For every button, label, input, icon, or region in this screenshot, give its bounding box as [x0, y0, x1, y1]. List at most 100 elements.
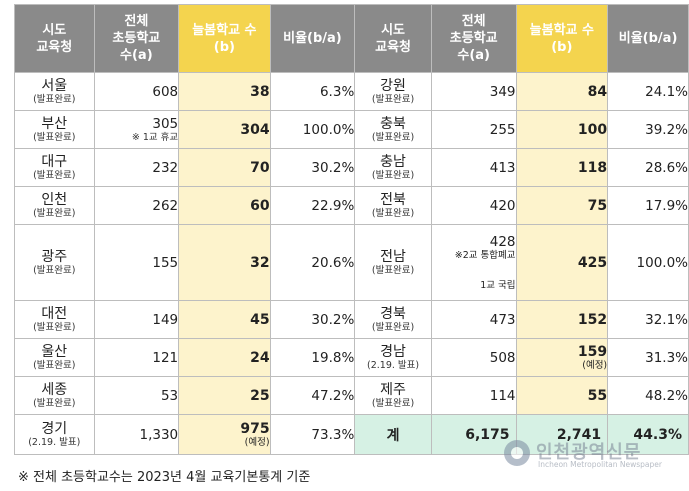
ratio-cell: 19.8%: [269, 338, 356, 377]
table-row: 서울 (발표완료) 608 38 6.3% 강원 (발표완료) 349 84 24.…: [14, 72, 689, 111]
region-cell: 충북 (발표완료): [354, 110, 432, 149]
ratio-cell: 47.2%: [269, 376, 356, 415]
ratio-cell: 6.3%: [269, 72, 356, 111]
header-text: 늘봄학교 수 (b): [529, 22, 594, 55]
region-cell: 전남 (발표완료): [354, 224, 432, 301]
table-row: 울산 (발표완료) 121 24 19.8% 경남 (2.19. 발표) 508 1…: [14, 338, 689, 377]
table-row: 부산 (발표완료) 305 ※ 1교 휴교 304 100.0% 충북 (발표완료) …: [14, 110, 689, 149]
neulbom-cell: 425: [515, 224, 609, 301]
region-cell: 경남 (2.19. 발표): [354, 338, 432, 377]
region-cell: 대구 (발표완료): [14, 148, 95, 187]
total-cell: 53: [93, 376, 180, 415]
header-text: 비율(b/a): [283, 31, 342, 46]
header-ratio: 비율(b/a): [269, 4, 356, 73]
neulbom-cell: 152: [515, 300, 609, 339]
region-name: 경북: [380, 305, 406, 322]
total-ratio-cell: 44.3%: [607, 414, 689, 455]
neulbom-cell: 75: [515, 186, 609, 225]
region-status: (발표완료): [371, 131, 415, 143]
region-status: (2.19. 발표): [367, 359, 420, 371]
footnote: ※ 전체 초등학교수는 2023년 4월 교육기본통계 기준: [18, 470, 311, 485]
total-neulbom-cell: 2,741: [515, 414, 609, 455]
total-cell: 608: [93, 72, 180, 111]
region-cell: 강원 (발표완료): [354, 72, 432, 111]
region-status: (발표완료): [371, 397, 415, 409]
total-cell: 149: [93, 300, 180, 339]
region-status: (발표완료): [33, 321, 76, 333]
header-total: 전체 초등학교 수(a): [430, 4, 517, 73]
header-total: 전체 초등학교 수(a): [93, 4, 180, 73]
table-row: 대구 (발표완료) 232 70 30.2% 충남 (발표완료) 413 118 2…: [14, 148, 689, 187]
region-status: (2.19. 발표): [28, 436, 81, 448]
total-cell: 428 ※2교 통합폐교 1교 국립: [430, 224, 517, 301]
region-name: 전남: [380, 248, 406, 265]
region-status: (발표완료): [33, 169, 76, 181]
ratio-cell: 30.2%: [269, 300, 356, 339]
region-cell: 울산 (발표완료): [14, 338, 95, 377]
region-cell: 제주 (발표완료): [354, 376, 432, 415]
total-cell: 255: [430, 110, 517, 149]
region-name: 경남: [380, 343, 406, 360]
header-row: 시도 교육청 전체 초등학교 수(a) 늘봄학교 수 (b) 비율(b/a) 시…: [14, 4, 689, 73]
region-name: 제주: [380, 381, 406, 398]
ratio-cell: 24.1%: [607, 72, 689, 111]
total-value: 428: [489, 233, 516, 250]
newspaper-watermark: 인천광역신문 Incheon Metropolitan Newspaper: [500, 438, 684, 472]
region-status: (발표완료): [33, 93, 76, 105]
region-cell: 부산 (발표완료): [14, 110, 95, 149]
region-status: (발표완료): [33, 207, 76, 219]
neulbom-cell: 24: [178, 338, 271, 377]
total-schools-cell: 6,175: [430, 414, 517, 455]
total-cell: 114: [430, 376, 517, 415]
region-name: 광주: [41, 248, 68, 265]
total-cell: 232: [93, 148, 180, 187]
total-cell: 1,330: [93, 414, 180, 455]
neulbom-cell: 975 (예정): [178, 414, 271, 455]
ratio-cell: 32.1%: [607, 300, 689, 339]
neulbom-note: (예정): [244, 436, 270, 448]
region-name: 충남: [380, 153, 406, 170]
table-row: 대전 (발표완료) 149 45 30.2% 경북 (발표완료) 473 152 3…: [14, 300, 689, 339]
header-ratio: 비율(b/a): [607, 4, 689, 73]
neulbom-cell: 159 (예정): [515, 338, 609, 377]
region-status: (발표완료): [33, 397, 76, 409]
region-name: 대구: [41, 153, 68, 170]
ratio-cell: 31.3%: [607, 338, 689, 377]
region-cell: 전북 (발표완료): [354, 186, 432, 225]
total-note: 1교 국립: [480, 279, 516, 291]
watermark-korean: 인천광역신문: [536, 442, 642, 463]
neulbom-cell: 25: [178, 376, 271, 415]
neulbom-cell: 304: [178, 110, 271, 149]
total-note: ※ 1교 휴교: [131, 131, 179, 143]
ratio-cell: 20.6%: [269, 224, 356, 301]
total-cell: 121: [93, 338, 180, 377]
total-cell: 473: [430, 300, 517, 339]
header-text: 시도 교육청: [36, 22, 73, 55]
total-cell: 262: [93, 186, 180, 225]
region-cell: 광주 (발표완료): [14, 224, 95, 301]
neulbom-note: (예정): [582, 359, 608, 371]
region-name: 경기: [41, 420, 68, 437]
total-cell: 155: [93, 224, 180, 301]
region-name: 전북: [380, 191, 406, 208]
total-cell: 508: [430, 338, 517, 377]
table-row: 광주 (발표완료) 155 32 20.6% 전남 (발표완료) 428 ※2교 통합…: [14, 224, 689, 301]
total-cell: 305 ※ 1교 휴교: [93, 110, 180, 149]
ratio-cell: 39.2%: [607, 110, 689, 149]
header-neulbom: 늘봄학교 수 (b): [515, 4, 609, 73]
table-row: 인천 (발표완료) 262 60 22.9% 전북 (발표완료) 420 75 17…: [14, 186, 689, 225]
header-region: 시도 교육청: [14, 4, 95, 73]
header-text: 늘봄학교 수 (b): [192, 22, 257, 55]
ratio-cell: 48.2%: [607, 376, 689, 415]
ratio-cell: 22.9%: [269, 186, 356, 225]
neulbom-school-table: 시도 교육청 전체 초등학교 수(a) 늘봄학교 수 (b) 비율(b/a) 시…: [14, 4, 689, 455]
region-cell: 대전 (발표완료): [14, 300, 95, 339]
region-name: 충북: [380, 115, 406, 132]
region-cell: 경기 (2.19. 발표): [14, 414, 95, 455]
region-name: 서울: [41, 77, 68, 94]
ratio-cell: 73.3%: [269, 414, 356, 455]
neulbom-cell: 100: [515, 110, 609, 149]
region-status: (발표완료): [33, 264, 76, 276]
region-name: 부산: [41, 115, 68, 132]
